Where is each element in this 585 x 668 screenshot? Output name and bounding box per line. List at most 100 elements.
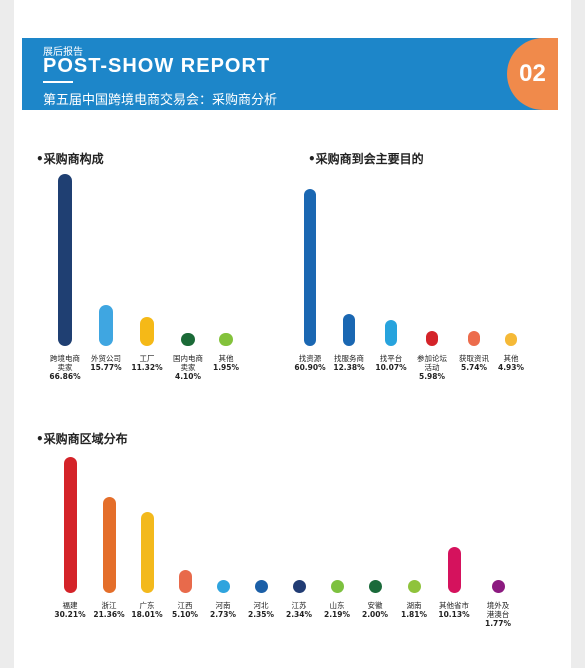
chart-0-label-1: 外贸公司 15.77%: [83, 354, 129, 372]
chart-1-bar-1: [343, 314, 355, 346]
chart-2-value-7: 2.19%: [323, 610, 351, 619]
chart-2-label-6: 江苏 2.34%: [276, 601, 322, 619]
chart-2-category-10: 其他省市: [439, 601, 469, 610]
chart-1-bar-0: [304, 189, 316, 346]
chart-0-bar-4: [219, 333, 233, 346]
chart-2-value-5: 2.35%: [247, 610, 275, 619]
chart-0-bar-2: [140, 316, 154, 346]
chart-0-bar-3: [181, 333, 195, 346]
chart-1-category-5: 其他: [503, 354, 519, 363]
chart-title-region: •采购商区域分布: [36, 432, 128, 446]
chart-2-value-3: 5.10%: [171, 610, 199, 619]
chart-1-value-1: 12.38%: [333, 363, 365, 372]
chart-0-category-2: 工厂: [139, 354, 155, 363]
chart-1-value-2: 10.07%: [375, 363, 407, 372]
page-number-badge: 02: [507, 38, 558, 110]
chart-2-value-4: 2.73%: [209, 610, 237, 619]
chart-2-value-11: 1.77%: [484, 619, 512, 628]
chart-2-bar-1: [102, 496, 116, 593]
chart-2-value-8: 2.00%: [361, 610, 389, 619]
chart-1-value-0: 60.90%: [294, 363, 326, 372]
chart-1-value-4: 5.74%: [460, 363, 488, 372]
chart-1-label-0: 找资源 60.90%: [287, 354, 333, 372]
chart-1-bar-5: [505, 333, 517, 346]
chart-2-label-10: 其他省市 10.13%: [431, 601, 477, 619]
report-header: 展后报告 POST-SHOW REPORT 第五届中国跨境电商交易会：采购商分析…: [22, 38, 558, 110]
chart-2-value-6: 2.34%: [285, 610, 313, 619]
chart-0-category-3: 国内电商 卖家: [173, 354, 203, 372]
chart-2-category-6: 江苏: [291, 601, 307, 610]
header-chinese-title: 第五届中国跨境电商交易会：采购商分析: [43, 93, 278, 108]
chart-2-label-7: 山东 2.19%: [314, 601, 360, 619]
chart-2-label-3: 江西 5.10%: [162, 601, 208, 619]
chart-2-category-4: 河南: [215, 601, 231, 610]
chart-0-value-2: 11.32%: [131, 363, 163, 372]
chart-2-label-4: 河南 2.73%: [200, 601, 246, 619]
chart-1-value-5: 4.93%: [497, 363, 525, 372]
chart-2-bar-0: [63, 457, 77, 593]
header-divider: [43, 81, 73, 83]
chart-1-label-5: 其他 4.93%: [488, 354, 534, 372]
chart-2-label-8: 安徽 2.00%: [352, 601, 398, 619]
chart-1-label-3: 参加论坛 活动 5.98%: [409, 354, 455, 381]
chart-2-label-9: 湖南 1.81%: [391, 601, 437, 619]
header-title: POST-SHOW REPORT: [43, 55, 271, 77]
chart-0-label-0: 跨境电商 卖家 66.86%: [42, 354, 88, 381]
chart-1-category-0: 找资源: [298, 354, 322, 363]
chart-1-category-1: 找服务商: [334, 354, 364, 363]
chart-2-bar-4: [216, 580, 230, 593]
chart-2-value-10: 10.13%: [438, 610, 470, 619]
chart-title-composition: •采购商构成: [36, 152, 104, 166]
chart-2-bar-5: [254, 580, 268, 593]
chart-2-label-2: 广东 18.01%: [124, 601, 170, 619]
chart-0-value-1: 15.77%: [90, 363, 122, 372]
chart-0-category-1: 外贸公司: [91, 354, 121, 363]
chart-1-label-4: 获取资讯 5.74%: [451, 354, 497, 372]
chart-2-bar-11: [491, 580, 505, 593]
chart-0-category-0: 跨境电商 卖家: [50, 354, 80, 372]
chart-2-category-8: 安徽: [367, 601, 383, 610]
chart-0-label-2: 工厂 11.32%: [124, 354, 170, 372]
chart-1-category-4: 获取资讯: [459, 354, 489, 363]
chart-2-category-9: 湖南: [406, 601, 422, 610]
chart-1-bar-3: [426, 330, 438, 346]
chart-1-bar-4: [468, 331, 480, 346]
chart-1-category-3: 参加论坛 活动: [417, 354, 447, 372]
chart-1-label-1: 找服务商 12.38%: [326, 354, 372, 372]
chart-0-value-4: 1.95%: [212, 363, 240, 372]
chart-1-bar-2: [385, 320, 397, 346]
chart-2-category-3: 江西: [177, 601, 193, 610]
chart-1-value-3: 5.98%: [418, 372, 446, 381]
chart-2-label-5: 河北 2.35%: [238, 601, 284, 619]
chart-0-bar-0: [58, 174, 72, 346]
chart-2-value-0: 30.21%: [54, 610, 86, 619]
chart-2-label-1: 浙江 21.36%: [86, 601, 132, 619]
chart-1-category-2: 找平台: [379, 354, 403, 363]
chart-2-bar-10: [447, 547, 461, 593]
chart-2-value-1: 21.36%: [93, 610, 125, 619]
chart-0-value-0: 66.86%: [49, 372, 81, 381]
chart-2-bar-7: [330, 580, 344, 593]
chart-2-category-2: 广东: [139, 601, 155, 610]
chart-2-label-11: 境外及 港澳台 1.77%: [475, 601, 521, 628]
chart-2-category-5: 河北: [253, 601, 269, 610]
chart-2-category-7: 山东: [329, 601, 345, 610]
chart-2-bar-3: [178, 570, 192, 593]
chart-0-label-4: 其他 1.95%: [203, 354, 249, 372]
chart-0-value-3: 4.10%: [174, 372, 202, 381]
chart-2-bar-6: [292, 580, 306, 593]
chart-2-bar-8: [368, 580, 382, 593]
chart-2-category-1: 浙江: [101, 601, 117, 610]
chart-0-category-4: 其他: [218, 354, 234, 363]
chart-2-category-11: 境外及 港澳台: [486, 601, 510, 619]
chart-1-label-2: 找平台 10.07%: [368, 354, 414, 372]
chart-2-label-0: 福建 30.21%: [47, 601, 93, 619]
chart-2-bar-9: [407, 580, 421, 593]
chart-title-purpose: •采购商到会主要目的: [308, 152, 424, 166]
chart-2-category-0: 福建: [62, 601, 78, 610]
chart-0-bar-1: [99, 305, 113, 346]
header-subtitle: 展后报告: [43, 47, 83, 58]
chart-2-bar-2: [140, 511, 154, 593]
chart-0-label-3: 国内电商 卖家 4.10%: [165, 354, 211, 381]
chart-2-value-2: 18.01%: [131, 610, 163, 619]
